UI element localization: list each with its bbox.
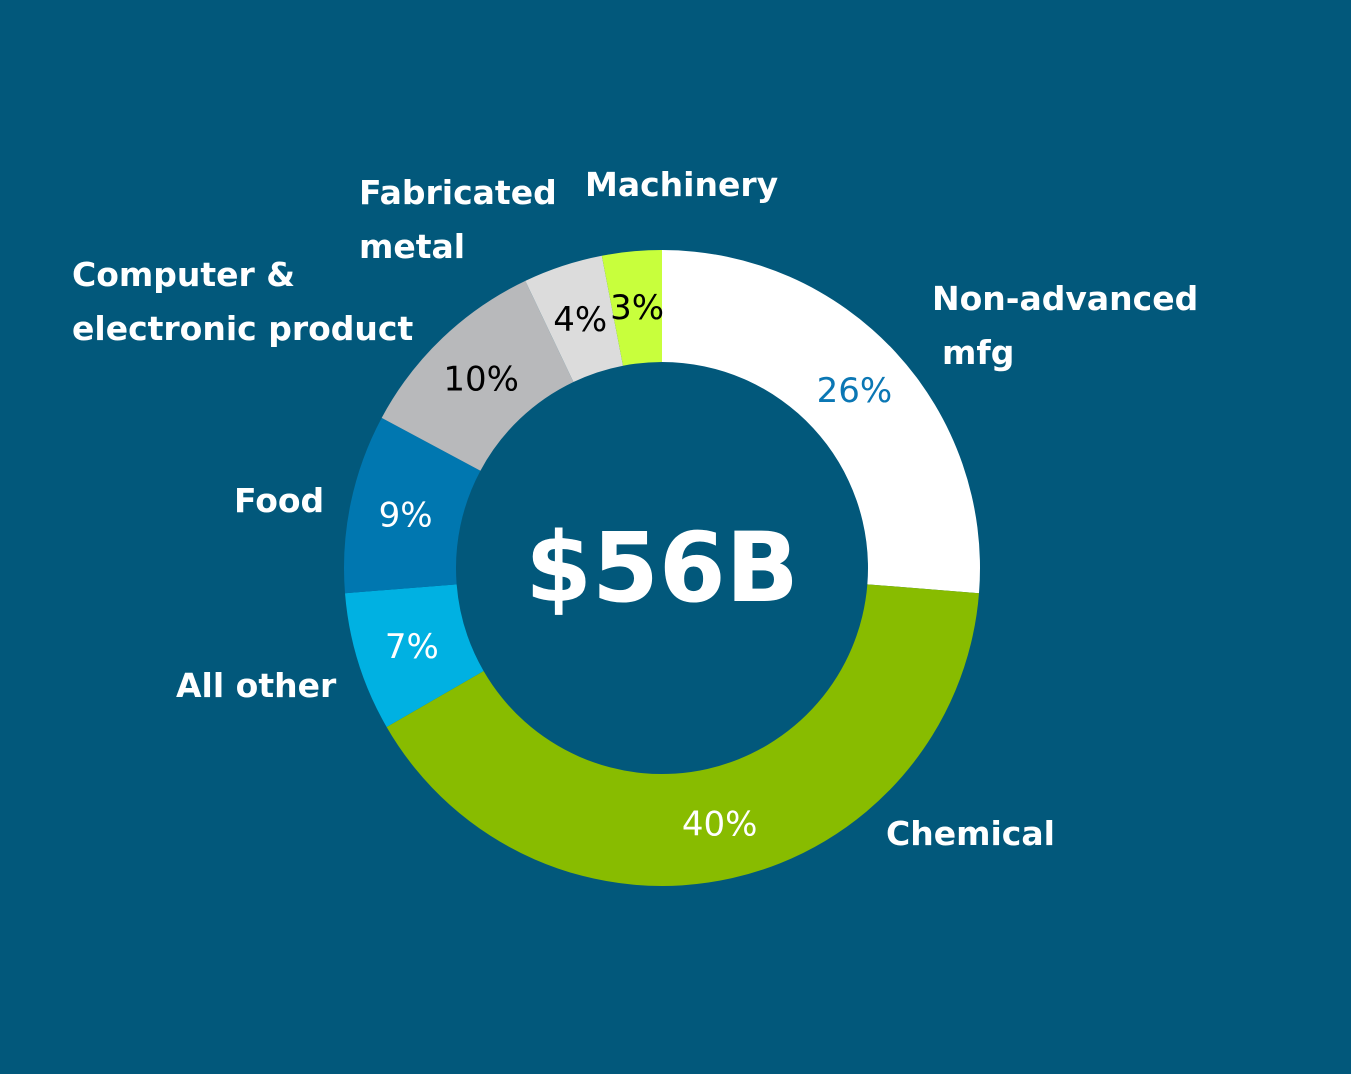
slice-non-advanced-mfg [662,250,980,594]
category-label-food: Food [234,481,325,520]
data-label: 7% [385,627,439,667]
label-line: mfg [942,333,1015,372]
slice-food [344,417,481,594]
category-label-all-other: All other [176,666,337,705]
slice-chemical [386,584,979,886]
label-line: Computer & [72,255,296,294]
data-label: 3% [610,288,664,328]
category-label-fabricated-metal: Fabricated metal [359,166,557,274]
data-label: 10% [443,359,519,399]
center-total-label: $56B [525,512,799,624]
slice-machinery [601,250,662,366]
category-label-machinery: Machinery [585,165,779,204]
slice-all-other [345,584,484,727]
label-line: Fabricated [359,173,557,212]
label-line: metal [359,227,466,266]
category-label-computer: Computer & electronic product [72,248,413,356]
category-label-non-advanced-mfg: Non-advanced mfg [932,272,1198,380]
label-line: Non-advanced [932,279,1199,318]
data-label: 26% [817,371,893,411]
slice-fabricated-metal [525,255,624,382]
category-label-chemical: Chemical [886,814,1055,853]
slice-computer-electronic-product [381,280,574,471]
data-label: 4% [553,300,607,340]
data-label: 9% [379,495,433,535]
data-label: 40% [682,805,758,845]
label-line: electronic product [72,309,414,348]
